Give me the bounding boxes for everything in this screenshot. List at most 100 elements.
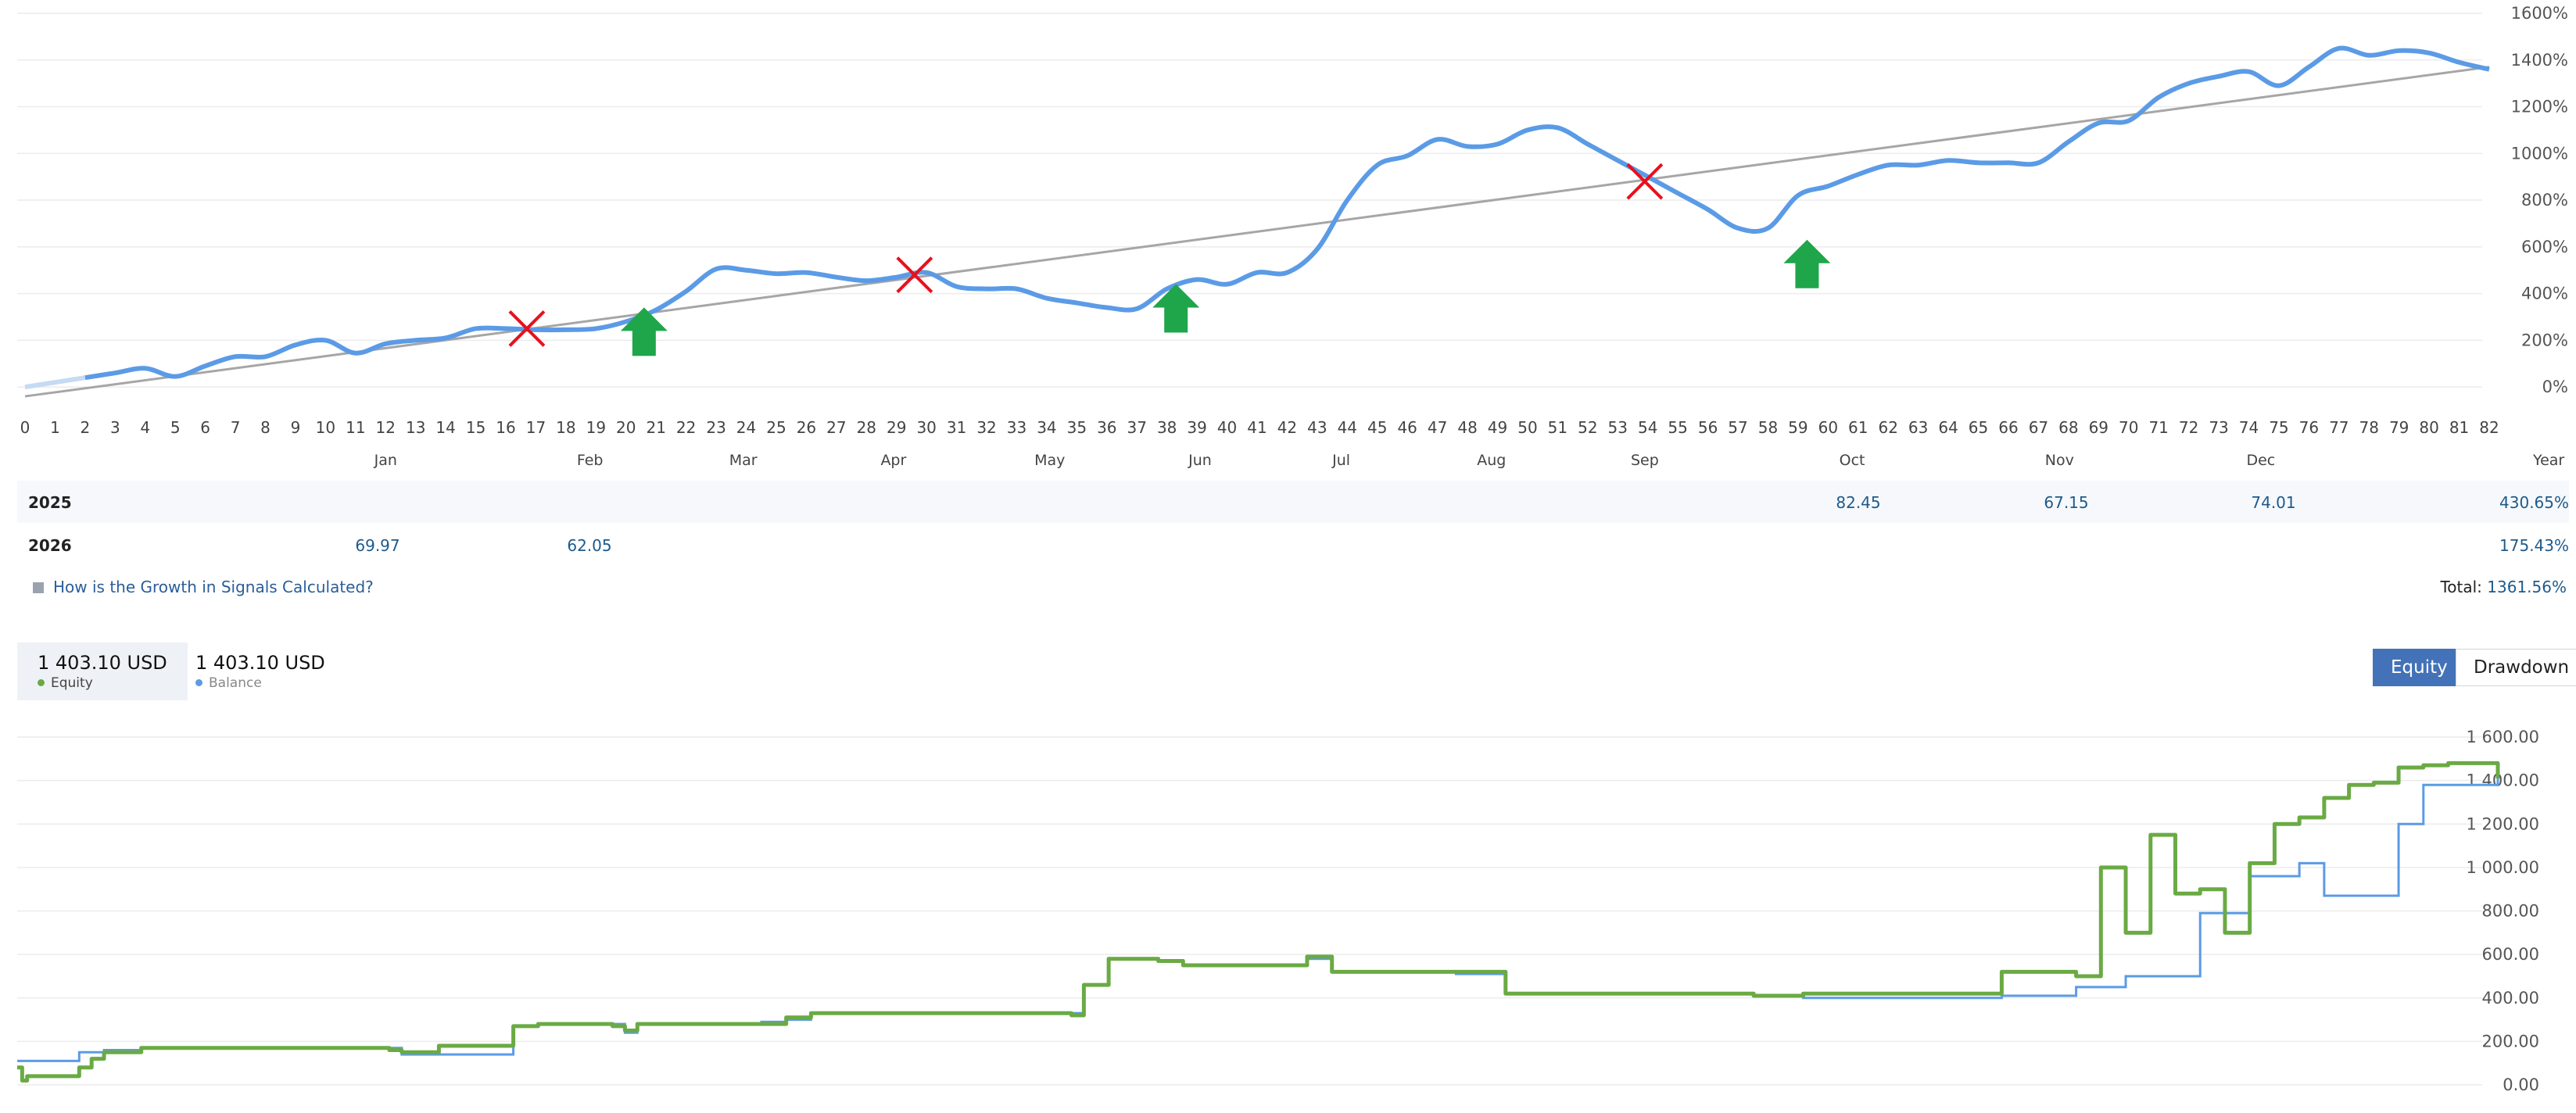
- month-value-jan[interactable]: 69.97: [355, 536, 400, 555]
- x-tick-label: 63: [1908, 418, 1928, 437]
- x-tick-label: 40: [1217, 418, 1237, 437]
- x-tick-label: 41: [1247, 418, 1267, 437]
- x-tick-label: 3: [110, 418, 120, 437]
- total-value: 1361.56%: [2487, 578, 2567, 596]
- x-tick-label: 49: [1488, 418, 1507, 437]
- trend-line: [24, 66, 2490, 398]
- y-tick-label: 1600%: [2511, 4, 2568, 23]
- x-tick-label: 80: [2419, 418, 2438, 437]
- x-tick-label: 54: [1638, 418, 1657, 437]
- month-label: Oct: [1839, 452, 1865, 469]
- x-tick-label: 75: [2269, 418, 2288, 437]
- y-tick-label: 1400%: [2511, 51, 2568, 70]
- x-tick-label: 76: [2299, 418, 2319, 437]
- x-tick-label: 44: [1338, 418, 1357, 437]
- table-row-2026: 2026 69.97 62.05 175.43%: [17, 524, 2569, 566]
- help-icon: [33, 582, 44, 593]
- y-tick-label: 1 000.00: [2466, 858, 2539, 877]
- x-tick-label: 14: [435, 418, 455, 437]
- y-tick-label: 1000%: [2511, 144, 2568, 163]
- month-label: Jan: [374, 452, 397, 469]
- x-tick-label: 73: [2209, 418, 2228, 437]
- growth-help-text[interactable]: How is the Growth in Signals Calculated?: [53, 578, 374, 596]
- x-tick-label: 6: [200, 418, 210, 437]
- x-tick-label: 82: [2479, 418, 2499, 437]
- up-arrow-icon: [1152, 284, 1200, 333]
- x-tick-label: 50: [1517, 418, 1537, 437]
- x-tick-label: 79: [2389, 418, 2409, 437]
- year-cell: 2025: [28, 493, 72, 512]
- x-tick-label: 32: [976, 418, 996, 437]
- x-tick-label: 21: [646, 418, 665, 437]
- year-cell: 2026: [28, 536, 72, 555]
- x-tick-label: 53: [1608, 418, 1628, 437]
- y-tick-label: 1 400.00: [2466, 771, 2539, 790]
- y-tick-label: 1 600.00: [2466, 728, 2539, 746]
- x-tick-label: 42: [1277, 418, 1297, 437]
- month-value-feb[interactable]: 62.05: [567, 536, 612, 555]
- month-label: May: [1034, 452, 1066, 469]
- x-tick-label: 66: [1998, 418, 2018, 437]
- month-label: Sep: [1630, 452, 1659, 469]
- month-value-oct[interactable]: 82.45: [1836, 493, 1881, 512]
- month-label: Jun: [1188, 452, 1212, 469]
- x-tick-label: 5: [170, 418, 181, 437]
- y-tick-label: 200%: [2521, 331, 2568, 349]
- y-tick-label: 800.00: [2482, 902, 2539, 921]
- x-tick-label: 0: [20, 418, 30, 437]
- equity-toggle-button[interactable]: Equity: [2373, 649, 2466, 686]
- balance-dot-icon: [195, 679, 202, 686]
- x-tick-label: 31: [947, 418, 966, 437]
- x-tick-label: 13: [406, 418, 425, 437]
- y-tick-label: 600.00: [2482, 945, 2539, 964]
- x-tick-label: 22: [676, 418, 696, 437]
- balance-legend: Balance: [195, 675, 325, 691]
- month-value-nov[interactable]: 67.15: [2044, 493, 2089, 512]
- x-tick-label: 48: [1457, 418, 1477, 437]
- x-tick-label: 33: [1007, 418, 1026, 437]
- x-tick-label: 16: [496, 418, 515, 437]
- x-tick-label: 26: [797, 418, 816, 437]
- equity-legend: Equity: [38, 675, 167, 691]
- cross-marker-icon: [1626, 163, 1664, 200]
- x-tick-label: 7: [231, 418, 241, 437]
- year-total[interactable]: 175.43%: [2499, 536, 2569, 555]
- equity-dot-icon: [38, 679, 45, 686]
- x-tick-label: 71: [2148, 418, 2168, 437]
- y-tick-label: 0.00: [2503, 1075, 2539, 1094]
- growth-line-start: [24, 375, 86, 390]
- x-tick-label: 77: [2329, 418, 2348, 437]
- x-tick-label: 18: [556, 418, 575, 437]
- x-tick-label: 38: [1157, 418, 1177, 437]
- cross-marker-icon: [508, 310, 546, 347]
- x-tick-label: 43: [1307, 418, 1327, 437]
- month-label: Nov: [2044, 452, 2074, 469]
- drawdown-toggle-button[interactable]: Drawdown: [2456, 649, 2576, 686]
- x-tick-label: 59: [1788, 418, 1807, 437]
- grand-total: Total: 1361.56%: [2440, 578, 2567, 596]
- x-tick-label: 9: [291, 418, 301, 437]
- growth-line: [84, 45, 2490, 381]
- balance-value: 1 403.10 USD: [195, 652, 325, 674]
- growth-help-link[interactable]: How is the Growth in Signals Calculated?: [33, 578, 374, 596]
- year-total[interactable]: 430.65%: [2499, 493, 2569, 512]
- x-tick-label: 36: [1097, 418, 1116, 437]
- equity-line: [17, 760, 2500, 1083]
- x-tick-label: 30: [916, 418, 936, 437]
- x-tick-label: 28: [857, 418, 876, 437]
- x-tick-label: 52: [1578, 418, 1597, 437]
- x-tick-label: 57: [1728, 418, 1747, 437]
- cross-marker-icon: [896, 256, 933, 294]
- x-tick-label: 24: [736, 418, 756, 437]
- y-tick-label: 600%: [2521, 238, 2568, 256]
- y-tick-label: 800%: [2521, 191, 2568, 209]
- month-value-dec[interactable]: 74.01: [2251, 493, 2296, 512]
- balance-stat[interactable]: 1 403.10 USD Balance: [175, 642, 346, 700]
- up-arrow-icon: [620, 307, 668, 356]
- x-tick-label: 39: [1187, 418, 1206, 437]
- equity-stat[interactable]: 1 403.10 USD Equity: [17, 642, 188, 700]
- x-tick-label: 15: [466, 418, 485, 437]
- up-arrow-icon: [1783, 239, 1831, 288]
- x-tick-label: 69: [2089, 418, 2108, 437]
- y-tick-label: 1 200.00: [2466, 814, 2539, 833]
